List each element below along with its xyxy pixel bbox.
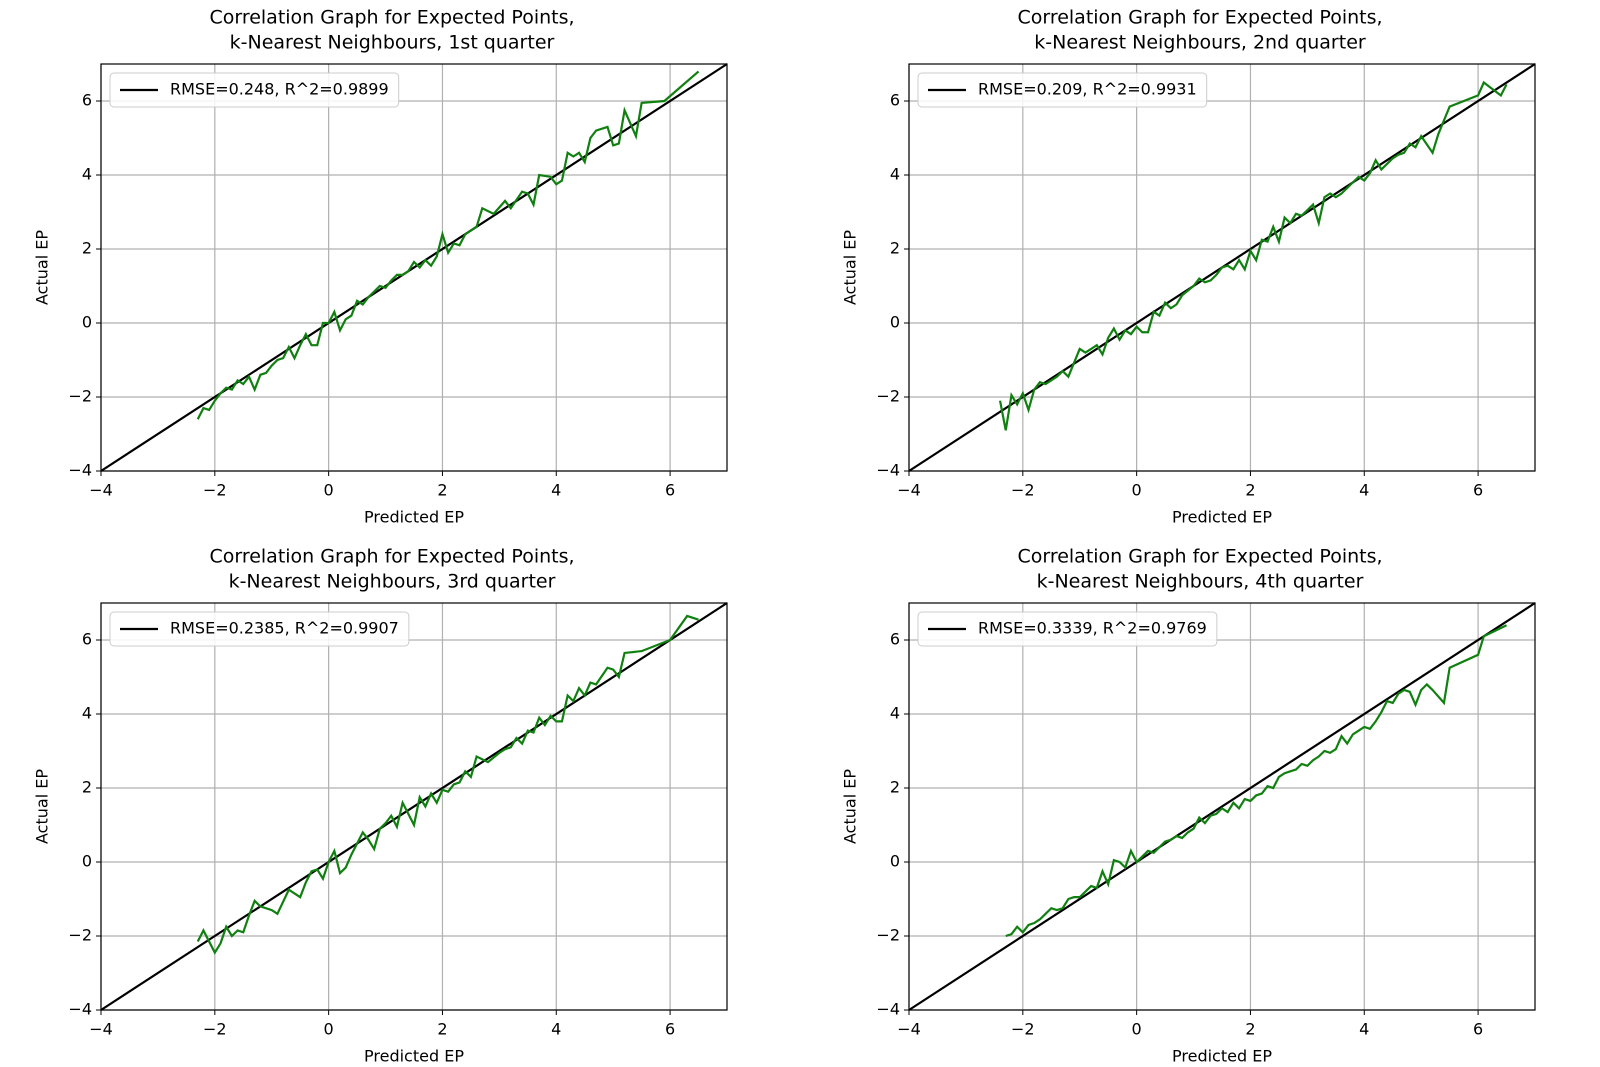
x-tick-label: 0 <box>324 481 334 500</box>
y-tick-label: −2 <box>876 926 900 945</box>
legend-box <box>917 611 1218 647</box>
y-tick-label: 2 <box>890 239 900 258</box>
data-line <box>196 614 699 955</box>
y-tick-label: −2 <box>876 387 900 406</box>
legend-box <box>109 72 400 108</box>
x-tick-label: 6 <box>665 481 675 500</box>
x-tick-label: 6 <box>1473 1020 1483 1039</box>
x-tick-label: 0 <box>324 1020 334 1039</box>
data-line <box>908 602 1536 1011</box>
y-tick-label: 0 <box>82 852 92 871</box>
chart-title: Correlation Graph for Expected Points, <box>209 546 574 568</box>
legend: RMSE=0.3339, R^2=0.9769 <box>917 611 1218 647</box>
y-tick-label: −4 <box>68 1000 92 1019</box>
x-tick-label: 4 <box>1359 481 1369 500</box>
x-tick-label: −2 <box>203 481 227 500</box>
legend-label: RMSE=0.2385, R^2=0.9907 <box>170 619 399 638</box>
y-tick-label: −4 <box>876 1000 900 1019</box>
x-tick-label: −4 <box>89 1020 113 1039</box>
x-tick-label: −2 <box>1011 1020 1035 1039</box>
chart-title: k-Nearest Neighbours, 3rd quarter <box>229 571 556 593</box>
x-tick-label: −2 <box>203 1020 227 1039</box>
y-tick-label: 4 <box>890 165 900 184</box>
chart-title: k-Nearest Neighbours, 4th quarter <box>1037 571 1364 593</box>
x-axis-label: Predicted EP <box>364 508 464 527</box>
y-axis-label: Actual EP <box>841 769 860 844</box>
x-tick-label: 2 <box>1245 481 1255 500</box>
legend: RMSE=0.209, R^2=0.9931 <box>917 72 1208 108</box>
y-tick-label: 4 <box>82 165 92 184</box>
data-line <box>998 80 1508 431</box>
plot-frame <box>100 63 728 472</box>
y-tick-label: 4 <box>890 704 900 723</box>
plot-frame <box>100 602 728 1011</box>
y-tick-label: 0 <box>890 852 900 871</box>
legend: RMSE=0.248, R^2=0.9899 <box>109 72 400 108</box>
y-tick-label: 4 <box>82 704 92 723</box>
data-line <box>1005 624 1508 938</box>
legend: RMSE=0.2385, R^2=0.9907 <box>109 611 410 647</box>
y-tick-label: −2 <box>68 387 92 406</box>
x-tick-label: −4 <box>89 481 113 500</box>
data-line <box>196 70 700 420</box>
legend-label: RMSE=0.3339, R^2=0.9769 <box>978 619 1207 638</box>
y-tick-label: 6 <box>82 630 92 649</box>
x-tick-label: 4 <box>551 1020 561 1039</box>
y-tick-label: 2 <box>890 778 900 797</box>
x-tick-label: 4 <box>551 481 561 500</box>
y-tick-label: 6 <box>890 630 900 649</box>
x-tick-label: −4 <box>897 1020 921 1039</box>
x-tick-label: 2 <box>437 481 447 500</box>
y-axis-label: Actual EP <box>33 230 52 305</box>
y-tick-label: −2 <box>68 926 92 945</box>
x-axis-label: Predicted EP <box>1172 1047 1272 1066</box>
x-tick-label: 6 <box>665 1020 675 1039</box>
x-tick-label: −2 <box>1011 481 1035 500</box>
data-line <box>100 602 728 1011</box>
y-tick-label: 2 <box>82 778 92 797</box>
y-axis-label: Actual EP <box>841 230 860 305</box>
chart-title: Correlation Graph for Expected Points, <box>1017 7 1382 29</box>
y-axis-label: Actual EP <box>33 769 52 844</box>
plot-frame <box>908 602 1536 1011</box>
legend-label: RMSE=0.248, R^2=0.9899 <box>170 80 389 99</box>
y-tick-label: 6 <box>890 91 900 110</box>
plot-frame <box>908 63 1536 472</box>
y-tick-label: −4 <box>876 461 900 480</box>
x-tick-label: 6 <box>1473 481 1483 500</box>
x-axis-label: Predicted EP <box>364 1047 464 1066</box>
data-line <box>100 63 728 472</box>
y-tick-label: 0 <box>890 313 900 332</box>
x-axis-label: Predicted EP <box>1172 508 1272 527</box>
legend-label: RMSE=0.209, R^2=0.9931 <box>978 80 1197 99</box>
x-tick-label: 0 <box>1132 1020 1142 1039</box>
x-tick-label: −4 <box>897 481 921 500</box>
legend-box <box>917 72 1208 108</box>
chart-title: k-Nearest Neighbours, 1st quarter <box>230 32 555 54</box>
x-tick-label: 0 <box>1132 481 1142 500</box>
x-tick-label: 2 <box>1245 1020 1255 1039</box>
y-tick-label: 0 <box>82 313 92 332</box>
chart-title: Correlation Graph for Expected Points, <box>209 7 574 29</box>
legend-box <box>109 611 410 647</box>
x-tick-label: 2 <box>437 1020 447 1039</box>
y-tick-label: −4 <box>68 461 92 480</box>
chart-title: Correlation Graph for Expected Points, <box>1017 546 1382 568</box>
x-tick-label: 4 <box>1359 1020 1369 1039</box>
y-tick-label: 2 <box>82 239 92 258</box>
chart-title: k-Nearest Neighbours, 2nd quarter <box>1034 32 1366 54</box>
y-tick-label: 6 <box>82 91 92 110</box>
